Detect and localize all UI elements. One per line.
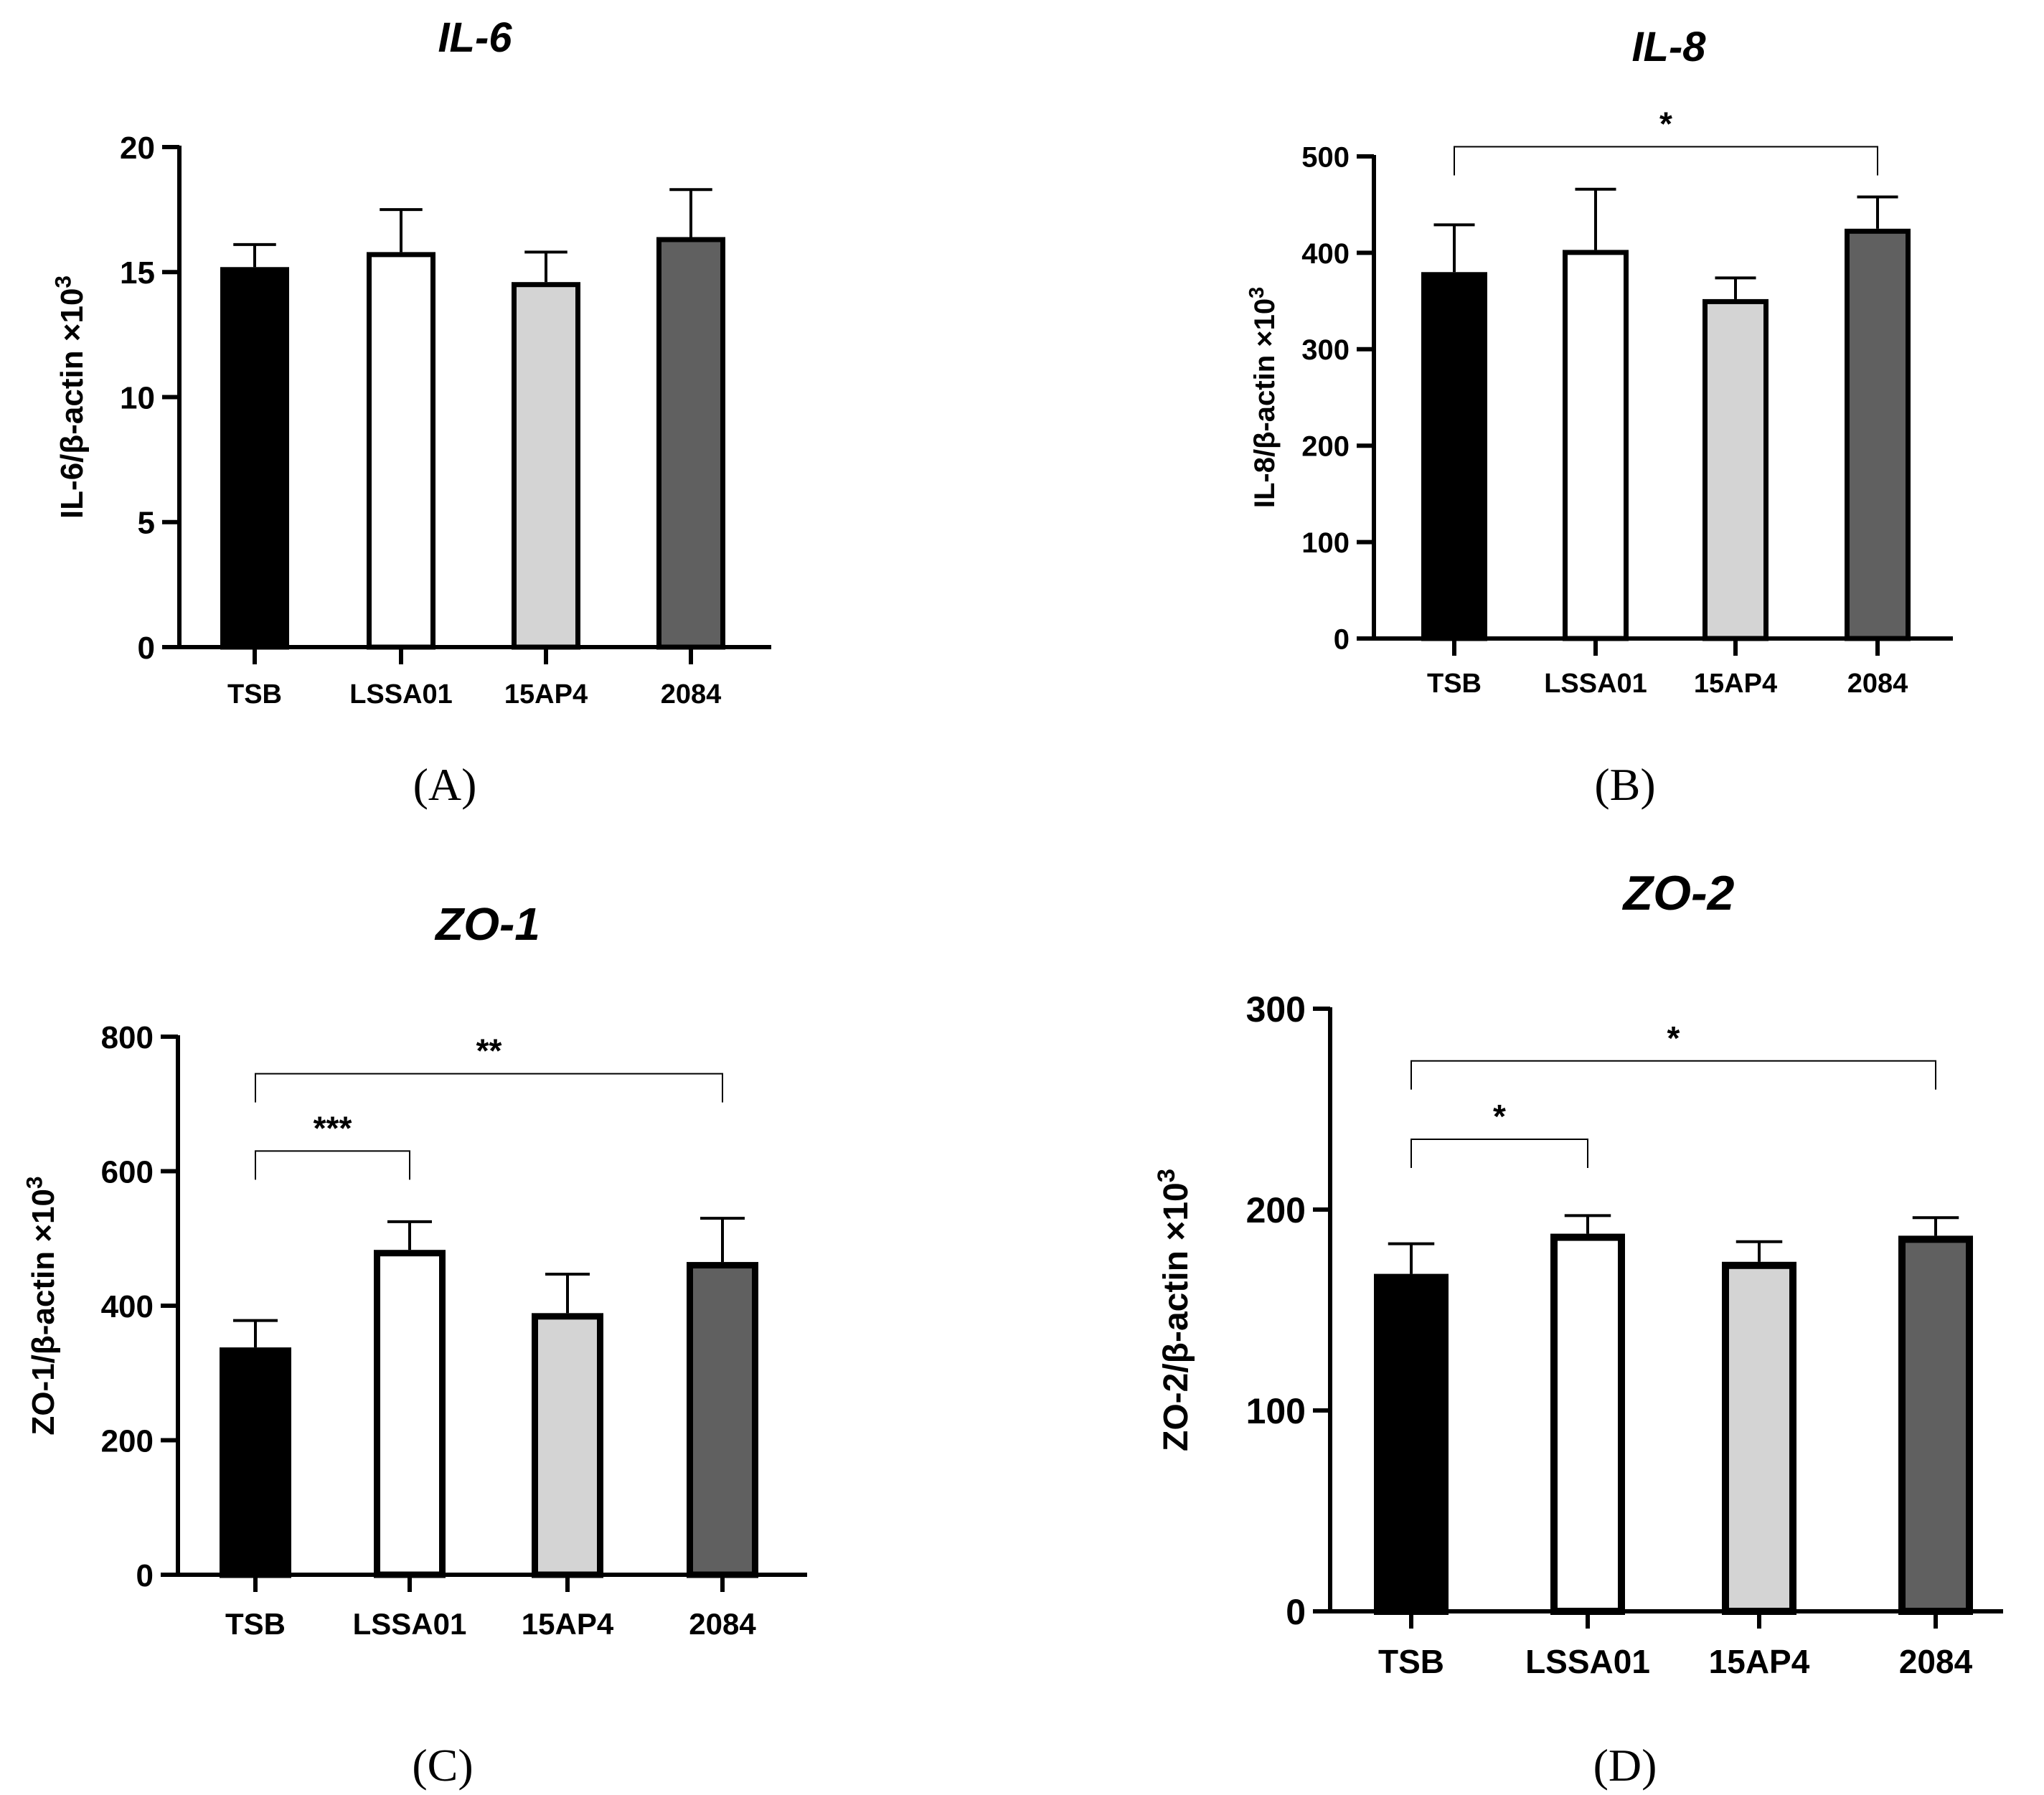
panel-label: (D)	[1593, 1740, 1657, 1791]
significance-bracket	[1410, 1139, 1588, 1168]
bar-tsb	[220, 1347, 291, 1578]
y-tick-label: 0	[1334, 623, 1350, 655]
chart-title: ZO-2	[1622, 866, 1735, 920]
bar-tsb	[1374, 1273, 1449, 1615]
x-tick-label: 15AP4	[1709, 1643, 1810, 1680]
y-tick-label: 5	[138, 506, 155, 541]
x-tick-label: 2084	[689, 1607, 756, 1641]
y-tick-label: 200	[1246, 1190, 1306, 1230]
significance-bracket	[255, 1073, 723, 1103]
chart-title: IL-6	[438, 14, 512, 61]
chart-panel-3: ZO-1 0 200 400 600 800 TSB LSSA01 15AP4 2084 ZO-1/…	[21, 898, 807, 1791]
bar-15ap4	[512, 282, 580, 650]
y-tick-label: 200	[1301, 431, 1350, 463]
y-tick-label: 15	[120, 255, 155, 291]
bar-lssa01	[367, 252, 435, 650]
x-tick-label: LSSA01	[353, 1607, 467, 1641]
bar-lssa01	[1563, 250, 1629, 641]
significance-label: *	[1667, 1019, 1680, 1057]
x-tick-label: 2084	[661, 679, 722, 710]
significance-label: ***	[314, 1109, 352, 1146]
chart-title: ZO-1	[434, 898, 540, 950]
y-tick-label: 400	[1301, 238, 1350, 270]
y-tick-label: 800	[101, 1020, 154, 1055]
y-tick-label: 0	[1286, 1592, 1306, 1632]
y-tick-label: 100	[1246, 1391, 1306, 1431]
bar-tsb	[220, 267, 289, 650]
bar-tsb	[1421, 272, 1487, 641]
chart-panel-4: ZO-2 0 100 200 300 TSB LSSA01 15AP4 2084 ZO-2/β-a…	[1153, 866, 2003, 1791]
significance-bracket	[255, 1150, 410, 1180]
y-axis-label: IL-6/β-actin ×103	[50, 275, 90, 519]
x-tick-label: 2084	[1899, 1643, 1973, 1680]
significance-label: *	[1493, 1098, 1506, 1135]
y-axis-label-exponent: 3	[21, 1176, 47, 1189]
bar-lssa01	[374, 1250, 446, 1578]
y-tick-label: 200	[101, 1423, 154, 1459]
bar-2084	[687, 1262, 758, 1578]
x-tick-label: TSB	[1427, 669, 1482, 699]
y-axis-label: ZO-1/β-actin ×103	[21, 1176, 61, 1435]
x-tick-label: TSB	[1378, 1643, 1444, 1680]
chart-panel-1: IL-6 0 5 10 15 20 TSB LSSA01 15AP4 2084 IL-6/β-act…	[50, 14, 771, 810]
y-axis-label: IL-8/β-actin ×103	[1245, 287, 1281, 508]
chart-title: IL-8	[1631, 24, 1706, 70]
x-tick-label: 2084	[1847, 669, 1908, 699]
y-tick-label: 600	[101, 1154, 154, 1189]
y-axis-label-exponent: 3	[1245, 287, 1268, 298]
x-tick-label: 15AP4	[504, 679, 588, 710]
y-tick-label: 20	[120, 131, 155, 166]
panel-label: (B)	[1594, 759, 1655, 810]
y-tick-label: 100	[1301, 527, 1350, 559]
bar-2084	[1845, 228, 1911, 641]
y-axis-label: ZO-2/β-actin ×103	[1153, 1169, 1195, 1451]
y-tick-label: 500	[1301, 141, 1350, 173]
significance-label: **	[476, 1032, 502, 1070]
x-tick-label: 15AP4	[1694, 669, 1777, 699]
y-axis-label-exponent: 3	[50, 275, 75, 288]
bar-15ap4	[532, 1313, 603, 1578]
y-tick-label: 300	[1246, 989, 1306, 1030]
chart-panel-2: IL-8 0 100 200 300 400 500 TSB LSSA01 15AP4 2084 IL…	[1245, 24, 1953, 810]
bar-2084	[656, 237, 725, 650]
y-tick-label: 10	[120, 380, 155, 415]
significance-bracket	[1454, 146, 1878, 176]
x-tick-label: 15AP4	[522, 1607, 614, 1641]
y-tick-label: 400	[101, 1289, 154, 1324]
y-tick-label: 0	[138, 631, 155, 666]
significance-label: *	[1659, 105, 1672, 143]
y-tick-label: 300	[1301, 334, 1350, 366]
x-tick-label: TSB	[227, 679, 282, 710]
bar-15ap4	[1722, 1261, 1796, 1616]
y-axis-label-exponent: 3	[1153, 1169, 1180, 1182]
x-tick-label: LSSA01	[1525, 1643, 1650, 1680]
significance-bracket	[1410, 1060, 1936, 1090]
x-tick-label: LSSA01	[1544, 669, 1647, 699]
bar-2084	[1898, 1235, 1973, 1615]
bar-lssa01	[1550, 1233, 1625, 1615]
panel-label: (A)	[413, 759, 477, 810]
x-tick-label: TSB	[225, 1607, 286, 1641]
y-tick-label: 0	[136, 1558, 154, 1593]
bar-15ap4	[1702, 298, 1769, 641]
panel-label: (C)	[412, 1740, 473, 1791]
x-tick-label: LSSA01	[349, 679, 453, 710]
